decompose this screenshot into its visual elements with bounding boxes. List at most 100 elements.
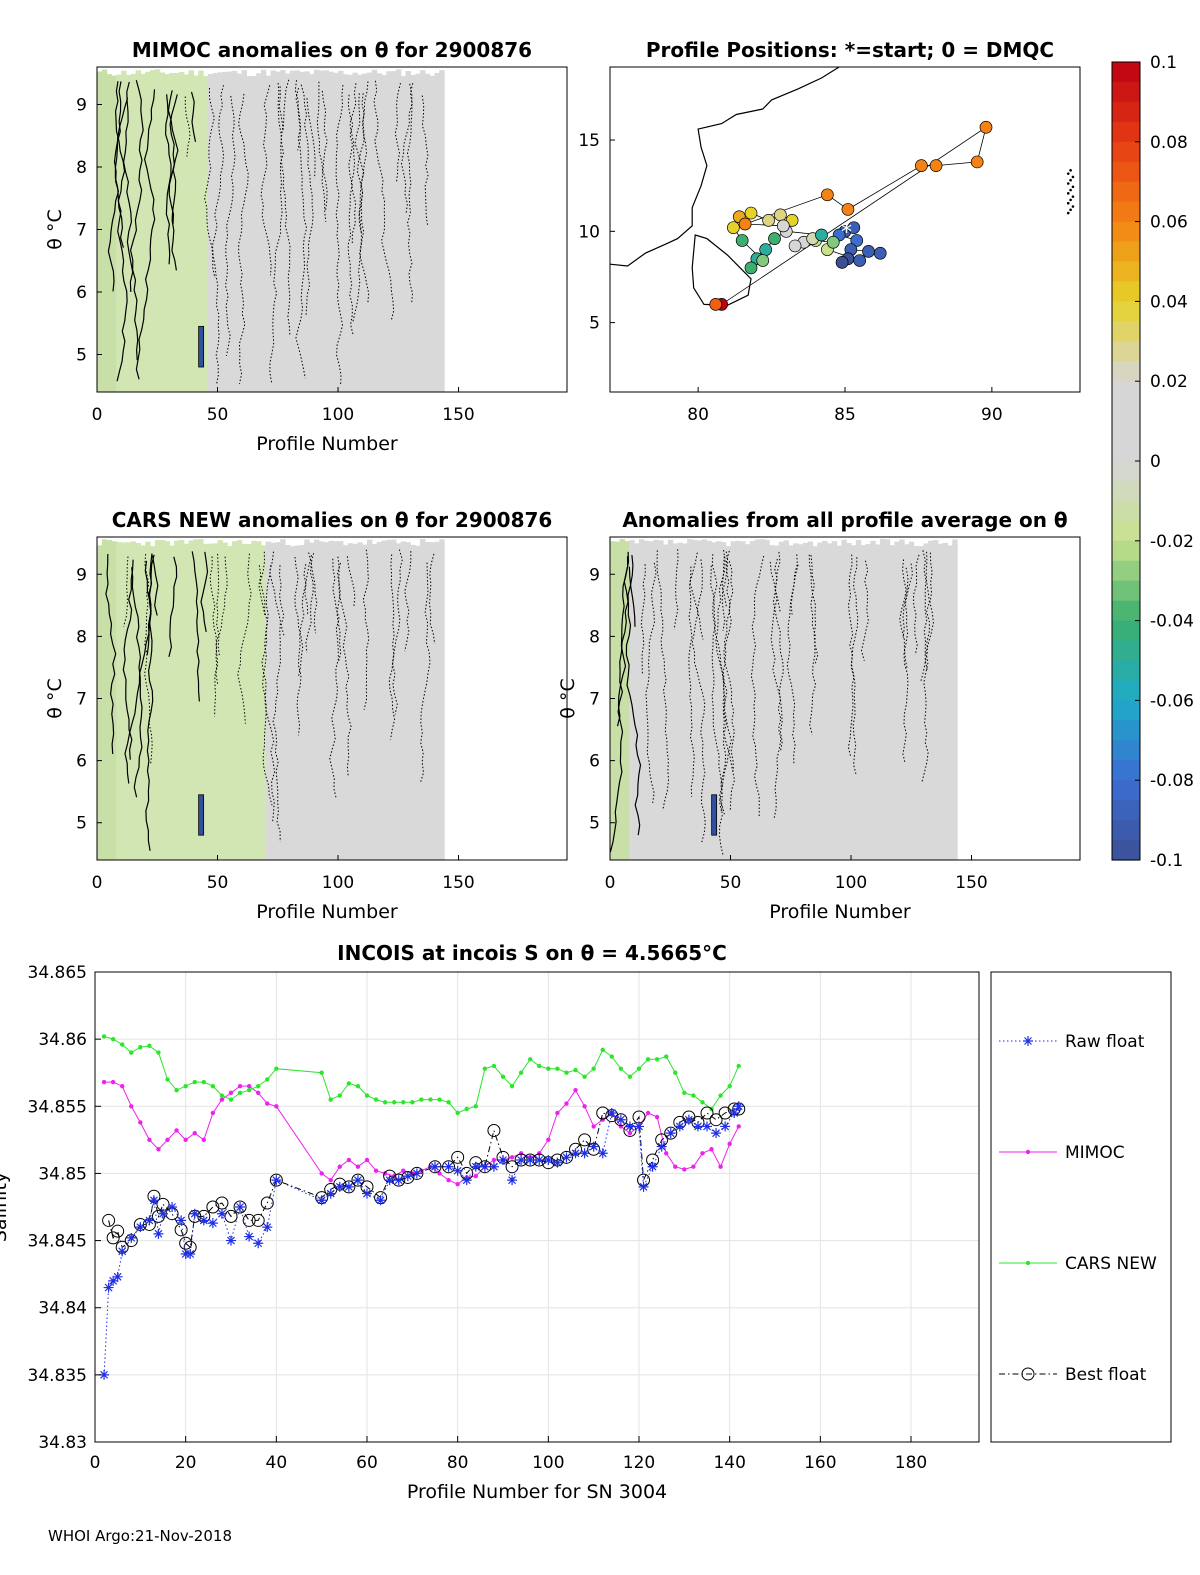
anomaly-column <box>304 71 310 392</box>
anomaly-column <box>275 542 281 860</box>
data-point <box>375 1195 386 1206</box>
x-tick-label: 0 <box>605 873 616 893</box>
anomaly-column <box>97 545 103 860</box>
anomaly-column <box>395 69 402 392</box>
anomaly-column <box>299 71 305 393</box>
anomaly-column <box>424 542 431 860</box>
anomaly-column <box>638 539 645 860</box>
profile-position-marker <box>744 206 758 220</box>
anomaly-column <box>366 72 373 392</box>
legend-entry: CARS NEW <box>999 1254 1157 1274</box>
y-axis-label: θ °C <box>44 209 66 249</box>
anomaly-column <box>193 75 199 392</box>
contour-dotted <box>346 556 356 607</box>
anomaly-column <box>251 540 257 860</box>
anomaly-column <box>217 540 223 860</box>
panel-title: INCOIS at incois S on θ = 4.5665°C <box>337 941 727 965</box>
anomaly-column <box>289 70 296 393</box>
contour-dotted <box>921 552 934 783</box>
island-dot <box>1069 198 1072 202</box>
colorbar-segment <box>1112 201 1140 223</box>
series-cars-new <box>101 1034 741 1116</box>
data-point <box>233 1200 247 1214</box>
anomaly-column <box>169 545 175 860</box>
anomaly-column <box>231 70 238 392</box>
data-point <box>148 1195 159 1206</box>
anomaly-column <box>381 540 387 860</box>
contour-dotted <box>388 549 403 740</box>
anomaly-column <box>410 544 416 860</box>
data-point <box>373 1097 379 1102</box>
colorbar-segment <box>1112 740 1140 761</box>
anomaly-column <box>376 73 383 393</box>
colorbar-tick-label: -0.1 <box>1150 851 1183 871</box>
x-tick-label: 90 <box>981 405 1003 425</box>
anomaly-panel-0: 0 50 100 150 5 6 7 8 9 MIMOC anomalies on θ for 2… <box>44 38 568 455</box>
colorbar-segment <box>1112 480 1140 502</box>
data-point <box>262 1222 273 1233</box>
colorbar-tick-label: 0.1 <box>1150 53 1177 73</box>
y-tick-label: 6 <box>589 752 600 772</box>
anomaly-column <box>121 542 127 860</box>
colorbar-segment <box>1112 620 1140 642</box>
data-point <box>525 1155 536 1165</box>
data-point <box>700 1151 705 1156</box>
anomaly-column <box>928 540 934 860</box>
data-point <box>464 1106 469 1112</box>
colorbar-tick-label: -0.08 <box>1150 771 1194 791</box>
anomaly-column <box>203 543 209 860</box>
profile-position-marker <box>815 228 828 242</box>
data-point <box>271 1175 282 1186</box>
anomaly-column <box>720 542 727 860</box>
data-point <box>733 1101 744 1112</box>
y-tick-label: 9 <box>589 565 600 585</box>
data-point <box>167 1202 178 1212</box>
contour-dotted <box>329 558 340 799</box>
anomaly-column <box>889 545 896 860</box>
anomaly-column <box>101 69 108 392</box>
contour-solid <box>190 91 197 143</box>
contour-solid <box>105 553 117 755</box>
anomaly-column <box>174 540 180 860</box>
profile-position-marker <box>826 235 840 249</box>
profile-position-marker <box>738 217 752 231</box>
y-axis-label: Salinity <box>0 1172 11 1242</box>
y-tick-label: 34.865 <box>28 963 87 983</box>
data-point <box>153 1228 164 1239</box>
contour-dotted <box>337 556 352 777</box>
data-point <box>682 1090 687 1096</box>
island-dot <box>1066 172 1070 175</box>
data-point <box>401 1168 406 1173</box>
data-point <box>1021 1367 1035 1381</box>
data-point <box>183 1083 188 1089</box>
anomaly-column <box>106 540 113 860</box>
y-tick-label: 5 <box>589 814 600 834</box>
data-point <box>683 1114 694 1125</box>
island-dot <box>1071 185 1075 189</box>
colorbar-tick-label: 0.08 <box>1150 133 1188 153</box>
anomaly-column <box>333 72 339 393</box>
data-point <box>509 1083 515 1089</box>
anomaly-column <box>614 541 621 860</box>
contour-dotted <box>238 93 249 385</box>
data-point <box>156 1050 161 1055</box>
data-point <box>674 1121 685 1132</box>
contour-solid <box>151 555 159 616</box>
anomaly-column <box>207 74 214 393</box>
anomaly-column <box>812 546 818 860</box>
data-point <box>654 1114 660 1120</box>
data-point <box>709 1113 723 1127</box>
anomaly-column <box>260 545 267 860</box>
anomaly-column <box>371 544 378 860</box>
anomaly-column <box>357 74 363 393</box>
y-tick-label: 15 <box>578 131 600 151</box>
y-tick-label: 34.83 <box>38 1433 87 1453</box>
y-tick-label: 7 <box>76 690 87 710</box>
data-point <box>664 1054 669 1059</box>
data-point <box>346 1157 352 1163</box>
data-point <box>334 1181 345 1192</box>
data-point <box>337 1093 342 1098</box>
anomaly-column <box>198 539 204 860</box>
data-point <box>351 1173 365 1187</box>
contour-dotted <box>689 552 706 843</box>
